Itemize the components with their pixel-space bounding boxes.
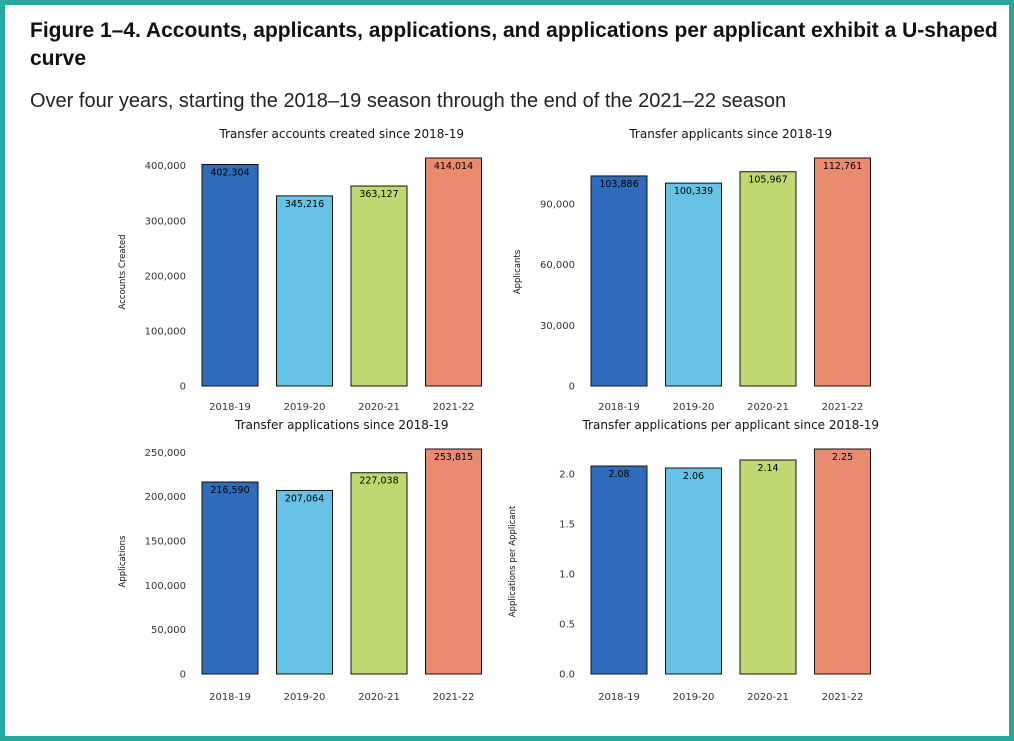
x-tick-label: 2018-19 bbox=[209, 692, 251, 703]
y-axis-label: Accounts Created bbox=[118, 234, 128, 309]
x-tick-label: 2019-20 bbox=[284, 692, 326, 703]
x-tick-label: 2021-22 bbox=[822, 402, 864, 413]
data-label: 103,886 bbox=[599, 179, 638, 190]
chart-title: Transfer applicants since 2018-19 bbox=[628, 127, 832, 141]
data-label: 402,304 bbox=[210, 167, 249, 178]
chart-applicants: Transfer applicants since 2018-19 Applica… bbox=[513, 127, 871, 413]
data-label: 363,127 bbox=[359, 189, 398, 200]
y-tick-label: 60,000 bbox=[540, 260, 575, 271]
y-axis-label: Applicants bbox=[513, 249, 523, 294]
data-label: 2.14 bbox=[757, 463, 778, 474]
chart-title: Transfer accounts created since 2018-19 bbox=[218, 127, 464, 141]
bar-2019-20 bbox=[276, 489, 333, 675]
x-tick-label: 2021-22 bbox=[822, 692, 864, 703]
y-tick-label: 30,000 bbox=[540, 321, 575, 332]
y-tick-label: 200,000 bbox=[145, 492, 186, 503]
chart-title: Transfer applications per applicant sinc… bbox=[581, 418, 879, 432]
y-tick-label: 400,000 bbox=[145, 161, 186, 172]
bar-2020-21 bbox=[739, 459, 797, 675]
bar-2021-22 bbox=[425, 448, 482, 675]
y-tick-label: 90,000 bbox=[540, 200, 575, 211]
y-tick-label: 50,000 bbox=[151, 625, 186, 636]
y-tick-label: 0 bbox=[180, 670, 186, 681]
chart-applications: Transfer applications since 2018-19 Appli… bbox=[118, 418, 482, 703]
y-tick-label: 1.0 bbox=[559, 570, 575, 581]
figure-subtitle: Over four years, starting the 2018–19 se… bbox=[30, 90, 787, 112]
data-label: 105,967 bbox=[748, 175, 787, 186]
y-tick-label: 0.5 bbox=[559, 620, 575, 631]
y-tick-label: 150,000 bbox=[145, 537, 186, 548]
x-tick-label: 2020-21 bbox=[358, 692, 400, 703]
data-label: 112,761 bbox=[823, 161, 862, 172]
y-tick-label: 100,000 bbox=[145, 326, 186, 337]
y-tick-label: 1.5 bbox=[559, 520, 575, 531]
chart-accounts-created: Transfer accounts created since 2018-19 A… bbox=[118, 127, 482, 413]
bar-2018-19 bbox=[590, 465, 648, 675]
y-tick-label: 0 bbox=[569, 382, 575, 393]
x-tick-label: 2018-19 bbox=[598, 402, 640, 413]
x-tick-label: 2020-21 bbox=[747, 402, 789, 413]
chart-title: Transfer applications since 2018-19 bbox=[234, 418, 448, 432]
figure-title: Figure 1–4. Accounts, applicants, applic… bbox=[30, 19, 998, 70]
y-tick-label: 250,000 bbox=[145, 448, 186, 459]
y-tick-label: 100,000 bbox=[145, 581, 186, 592]
bar-2020-21 bbox=[739, 171, 797, 387]
bar-2018-19 bbox=[201, 163, 259, 387]
bar-2021-22 bbox=[425, 157, 482, 387]
x-tick-label: 2021-22 bbox=[433, 402, 475, 413]
data-label: 253,815 bbox=[434, 452, 473, 463]
x-tick-label: 2019-20 bbox=[673, 402, 715, 413]
bar-2019-20 bbox=[665, 467, 722, 675]
y-axis-label: Applications bbox=[118, 535, 128, 587]
data-label: 2.08 bbox=[608, 469, 629, 480]
y-tick-label: 200,000 bbox=[145, 271, 186, 282]
data-label: 100,339 bbox=[674, 186, 713, 197]
bar-2019-20 bbox=[276, 195, 333, 387]
bar-2018-19 bbox=[201, 481, 259, 675]
y-tick-label: 0 bbox=[180, 382, 186, 393]
y-axis-label: Applications per Applicant bbox=[508, 505, 518, 617]
bar-2018-19 bbox=[590, 175, 648, 387]
chart-applications-per-applicant: Transfer applications per applicant sinc… bbox=[508, 418, 879, 703]
x-tick-label: 2018-19 bbox=[598, 692, 640, 703]
bar-2021-22 bbox=[814, 448, 871, 675]
data-label: 216,590 bbox=[210, 485, 249, 496]
data-label: 345,216 bbox=[285, 199, 324, 210]
data-label: 414,014 bbox=[434, 161, 473, 172]
data-label: 2.06 bbox=[683, 471, 704, 482]
x-tick-label: 2020-21 bbox=[747, 692, 789, 703]
y-tick-label: 300,000 bbox=[145, 216, 186, 227]
bar-2021-22 bbox=[814, 157, 871, 387]
x-tick-label: 2019-20 bbox=[284, 402, 326, 413]
bar-2020-21 bbox=[350, 185, 408, 387]
x-tick-label: 2021-22 bbox=[433, 692, 475, 703]
y-tick-label: 2.0 bbox=[559, 470, 575, 481]
y-tick-label: 0.0 bbox=[559, 670, 575, 681]
data-label: 227,038 bbox=[359, 476, 398, 487]
x-tick-label: 2019-20 bbox=[673, 692, 715, 703]
bar-2020-21 bbox=[350, 472, 408, 675]
data-label: 207,064 bbox=[285, 493, 324, 504]
data-label: 2.25 bbox=[832, 452, 853, 463]
x-tick-label: 2020-21 bbox=[358, 402, 400, 413]
x-tick-label: 2018-19 bbox=[209, 402, 251, 413]
bar-2019-20 bbox=[665, 182, 722, 387]
